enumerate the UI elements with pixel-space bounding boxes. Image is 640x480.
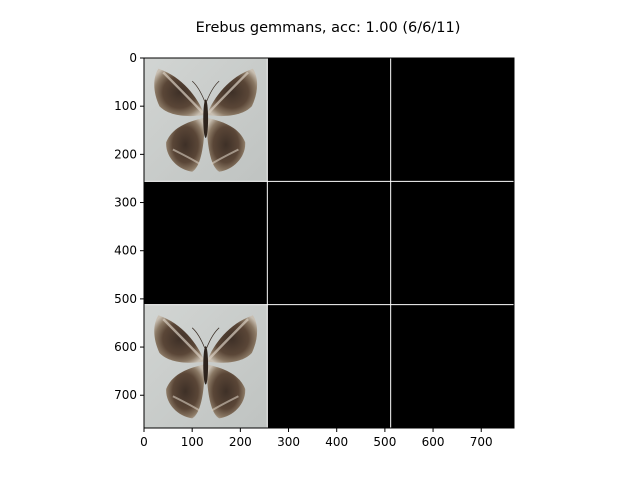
grid-cell-blank: [390, 58, 514, 182]
x-tick-label: 700: [470, 435, 493, 449]
y-axis: 0 100 200 300 400 500 600 700: [114, 51, 144, 402]
grid-cell-blank: [267, 304, 391, 428]
x-tick-label: 100: [181, 435, 204, 449]
grid-cell-blank: [390, 304, 514, 428]
x-tick-label: 0: [140, 435, 148, 449]
grid-cell-butterfly-image: [142, 56, 269, 183]
grid-separators: [144, 58, 514, 428]
x-tick-label: 400: [325, 435, 348, 449]
axes-frame: [143, 57, 515, 429]
grid-cell-blank: [267, 181, 391, 305]
y-tick-label: 300: [114, 196, 137, 210]
grid-cell-blank: [144, 181, 268, 305]
x-tick-label: 600: [422, 435, 445, 449]
y-tick-label: 600: [114, 340, 137, 354]
x-tick-label: 500: [373, 435, 396, 449]
y-tick-label: 0: [129, 51, 137, 65]
x-axis: 0 100 200 300 400 500 600 700: [140, 428, 493, 449]
chart-title: Erebus gemmans, acc: 1.00 (6/6/11): [196, 20, 461, 36]
y-tick-label: 200: [114, 147, 137, 161]
grid-cell-butterfly-image: [142, 303, 269, 430]
x-tick-label: 300: [277, 435, 300, 449]
y-tick-label: 700: [114, 388, 137, 402]
grid-cell-blank: [390, 181, 514, 305]
x-tick-label: 200: [229, 435, 252, 449]
grid-cell-blank: [267, 58, 391, 182]
plot-area: [142, 56, 514, 430]
y-tick-label: 400: [114, 244, 137, 258]
y-tick-label: 100: [114, 99, 137, 113]
y-tick-label: 500: [114, 292, 137, 306]
